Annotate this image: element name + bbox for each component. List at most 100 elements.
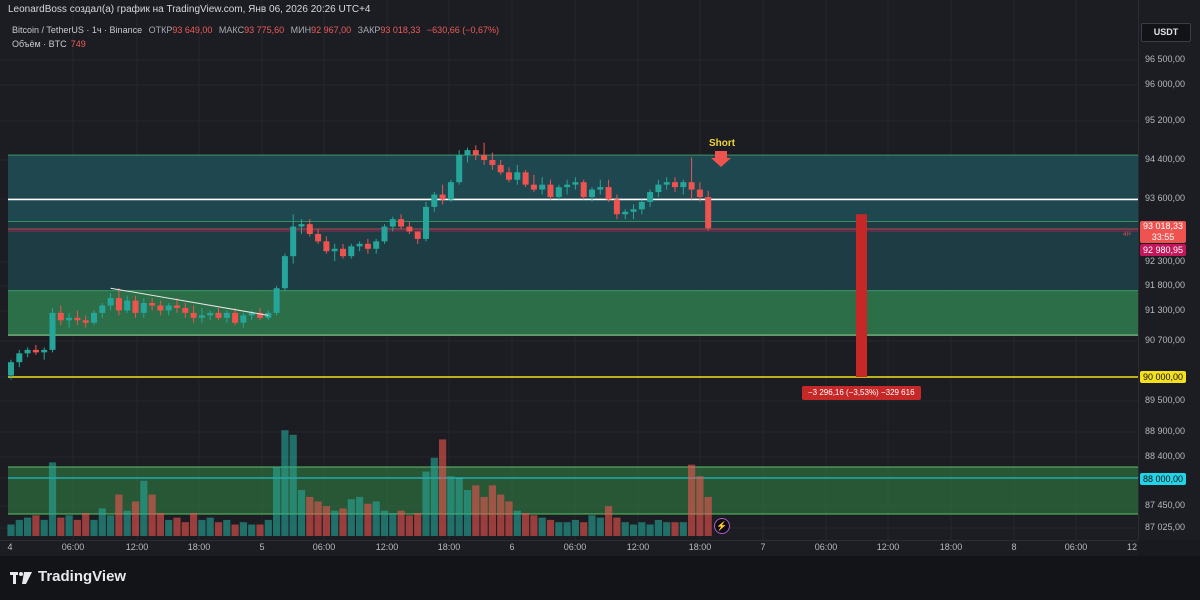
- volume-bar-61: [513, 510, 521, 536]
- candle-body-10: [91, 312, 97, 323]
- time-tick-2: 12:00: [125, 542, 149, 552]
- volume-bar-43: [364, 503, 372, 536]
- chart-plot[interactable]: [0, 0, 1138, 540]
- candle-body-23: [198, 315, 205, 318]
- volume-bar-40: [339, 508, 347, 536]
- time-tick-4: 5: [259, 542, 265, 552]
- price-tick-4: 93 600,00: [1145, 193, 1186, 203]
- interval-marker: 4H: [1123, 232, 1131, 238]
- price-range-measure-label[interactable]: −3 296,16 (−3,53%) −329 616: [802, 386, 921, 400]
- candle-body-25: [215, 312, 222, 318]
- volume-bar-17: [148, 494, 156, 536]
- volume-bar-10: [90, 519, 98, 536]
- volume-legend[interactable]: Объём · BTC 749: [12, 39, 86, 49]
- candle-body-75: [630, 209, 637, 212]
- volume-bar-78: [654, 519, 662, 536]
- volume-value: 749: [70, 39, 86, 49]
- volume-bar-53: [447, 476, 455, 536]
- volume-bar-54: [455, 478, 463, 536]
- price-tick-14: 87 450,00: [1145, 500, 1186, 510]
- volume-bar-18: [156, 513, 164, 536]
- price-tick-8: 90 700,00: [1145, 335, 1186, 345]
- volume-bar-67: [563, 522, 571, 536]
- volume-bar-37: [314, 501, 322, 536]
- short-arrow: [711, 151, 731, 167]
- volume-bar-8: [73, 519, 81, 536]
- candle-body-28: [240, 315, 247, 323]
- price-tick-12: 88 400,00: [1145, 451, 1186, 461]
- volume-bar-68: [571, 519, 579, 536]
- volume-bar-51: [430, 457, 438, 536]
- price-tick-3: 94 400,00: [1145, 154, 1186, 164]
- candle-body-14: [124, 300, 131, 311]
- volume-bar-45: [380, 510, 389, 536]
- level-88000-label: 88 000,00: [1140, 473, 1186, 485]
- candle-body-8: [74, 317, 81, 321]
- volume-bar-30: [256, 524, 264, 536]
- time-tick-12: 7: [760, 542, 766, 552]
- lightning-icon[interactable]: ⚡: [714, 518, 730, 534]
- candle-body-27: [232, 312, 239, 323]
- candle-body-41: [348, 246, 355, 257]
- candle-body-48: [406, 226, 413, 232]
- volume-bar-48: [405, 515, 413, 536]
- legend-close-value: 93 018,33: [380, 25, 421, 35]
- volume-bar-44: [372, 501, 380, 536]
- candle-body-76: [638, 201, 645, 210]
- volume-bar-50: [422, 471, 430, 536]
- candle-body-18: [157, 305, 164, 311]
- candle-body-77: [647, 192, 654, 202]
- volume-bar-46: [389, 513, 397, 536]
- volume-bar-73: [613, 517, 621, 536]
- volume-bar-56: [472, 485, 480, 536]
- currency-button[interactable]: USDT: [1141, 23, 1191, 42]
- volume-bar-81: [679, 522, 687, 536]
- volume-bar-24: [206, 517, 214, 536]
- volume-bar-28: [239, 522, 247, 536]
- volume-bar-75: [629, 524, 638, 536]
- volume-bar-59: [497, 494, 505, 536]
- time-tick-1: 06:00: [61, 542, 85, 552]
- price-axis[interactable]: 96 500,00 96 000,00 95 200,00 94 400,00 93 6…: [1138, 0, 1200, 540]
- trendline: [110, 287, 269, 316]
- time-axis[interactable]: 4 06:00 12:00 18:00 5 06:00 12:00 18:00 6 06:00 12…: [0, 540, 1138, 557]
- volume-bar-33: [281, 430, 289, 536]
- candle-body-67: [564, 184, 571, 188]
- candle-body-36: [306, 224, 313, 234]
- volume-bar-69: [580, 522, 588, 536]
- zone-rect-1: [8, 221, 1138, 291]
- candle-body-39: [331, 248, 338, 252]
- price-range-measure-bar: [856, 214, 867, 377]
- candle-body-47: [398, 219, 405, 227]
- candle-body-45: [381, 226, 388, 242]
- candle-body-70: [589, 189, 595, 197]
- candle-body-78: [655, 184, 662, 193]
- candle-body-83: [696, 189, 703, 198]
- short-annotation[interactable]: Short: [709, 138, 736, 149]
- volume-bar-72: [605, 506, 613, 536]
- ohlc-legend[interactable]: Bitcoin / TetherUS · 1ч · Binance ОТКР93…: [12, 25, 499, 35]
- time-tick-5: 06:00: [312, 542, 336, 552]
- volume-bar-71: [596, 517, 604, 536]
- volume-bar-83: [696, 476, 704, 536]
- volume-bar-70: [588, 515, 596, 536]
- time-tick-7: 18:00: [437, 542, 461, 552]
- candle-body-33: [281, 256, 288, 289]
- price-tick-2: 95 200,00: [1145, 115, 1186, 125]
- candle-body-60: [506, 172, 512, 180]
- candle-body-9: [82, 320, 89, 323]
- candle-body-26: [223, 312, 230, 318]
- tradingview-logo[interactable]: TradingView: [10, 568, 126, 585]
- time-tick-17: 06:00: [1064, 542, 1088, 552]
- candle-body-30: [257, 312, 263, 318]
- volume-bar-76: [638, 522, 646, 536]
- chart-area[interactable]: LeonardBoss создал(а) график на TradingV…: [0, 0, 1138, 540]
- volume-bar-9: [82, 513, 90, 536]
- volume-bar-14: [123, 510, 131, 536]
- candle-body-82: [688, 182, 695, 190]
- chart-author-line: LeonardBoss создал(а) график на TradingV…: [8, 4, 371, 15]
- candle-body-84: [705, 197, 712, 229]
- volume-bar-66: [555, 522, 563, 536]
- time-tick-13: 06:00: [814, 542, 838, 552]
- volume-zone: [8, 467, 1138, 514]
